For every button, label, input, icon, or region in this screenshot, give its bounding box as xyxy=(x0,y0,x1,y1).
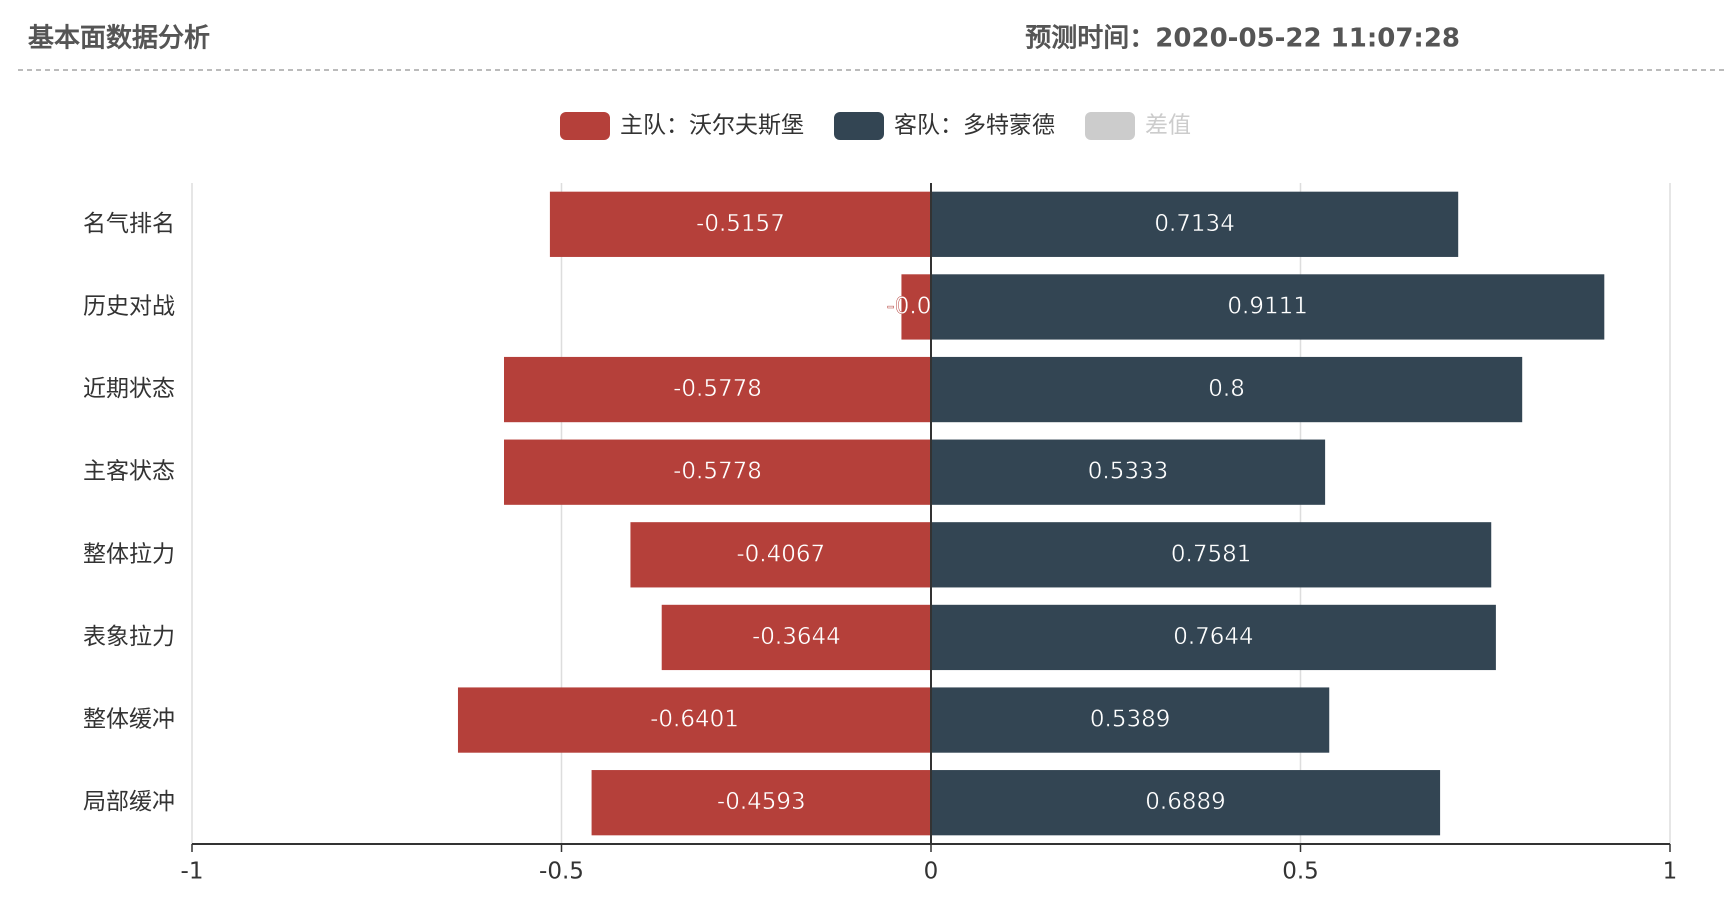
x-tick-label: -1 xyxy=(181,859,204,885)
x-tick-label: 0 xyxy=(924,859,939,885)
bar-value-label: 0.7134 xyxy=(1154,211,1234,237)
legend-label: 差值 xyxy=(1145,113,1191,139)
bar xyxy=(591,770,931,836)
chart-subtitle: 预测时间：2020-05-22 11:07:28 xyxy=(1025,24,1460,54)
bar xyxy=(931,356,1523,423)
bar-value-label: -0.6401 xyxy=(650,707,739,733)
y-tick-label: 主客状态 xyxy=(83,459,175,485)
bar xyxy=(931,439,1326,505)
bar-value-label: 0.8 xyxy=(1208,376,1245,402)
y-tick-label: 整体拉力 xyxy=(83,541,175,567)
bar-value-label: 0.7644 xyxy=(1173,624,1253,650)
y-tick-label: 整体缓冲 xyxy=(83,707,175,733)
bar-value-label: -0.5157 xyxy=(696,211,785,237)
bar xyxy=(457,687,931,753)
legend-label: 客队：多特蒙德 xyxy=(894,113,1055,139)
bar xyxy=(931,770,1441,836)
bar-value-label: 0.5333 xyxy=(1088,459,1168,485)
bar xyxy=(931,274,1605,340)
bar xyxy=(504,356,931,423)
y-tick-label: 名气排名 xyxy=(83,211,175,237)
legend-swatch xyxy=(560,112,610,140)
bar-value-label: -0.4067 xyxy=(736,541,825,567)
bar-value-label: 0.7581 xyxy=(1171,541,1251,567)
legend-swatch xyxy=(1085,112,1135,140)
x-tick-label: -0.5 xyxy=(539,859,584,885)
bar xyxy=(630,522,931,588)
bar xyxy=(504,439,931,505)
bar-value-label: -0.5778 xyxy=(673,376,762,402)
y-tick-label: 表象拉力 xyxy=(83,624,175,650)
bar xyxy=(931,191,1459,257)
legend-swatch xyxy=(834,112,884,140)
bar xyxy=(549,191,931,257)
chart-title: 基本面数据分析 xyxy=(28,24,210,54)
bar xyxy=(661,604,931,671)
bar xyxy=(931,687,1330,753)
bar-value-label: 0.5389 xyxy=(1090,707,1170,733)
y-tick-label: 局部缓冲 xyxy=(83,789,175,815)
bar-value-label: 0.9111 xyxy=(1227,293,1307,319)
bar-value-label: 0.6889 xyxy=(1145,789,1225,815)
x-tick-label: 1 xyxy=(1663,859,1678,885)
bar xyxy=(901,274,931,340)
bar xyxy=(931,604,1496,671)
y-tick-label: 历史对战 xyxy=(83,293,175,319)
bar-value-label: -0.4593 xyxy=(717,789,806,815)
bar-value-label: -0.3644 xyxy=(752,624,841,650)
y-tick-label: 近期状态 xyxy=(83,376,175,402)
bar-value-label: -0.5778 xyxy=(673,459,762,485)
bar xyxy=(931,522,1492,588)
x-tick-label: 0.5 xyxy=(1282,859,1319,885)
legend-label: 主队：沃尔夫斯堡 xyxy=(620,113,804,139)
